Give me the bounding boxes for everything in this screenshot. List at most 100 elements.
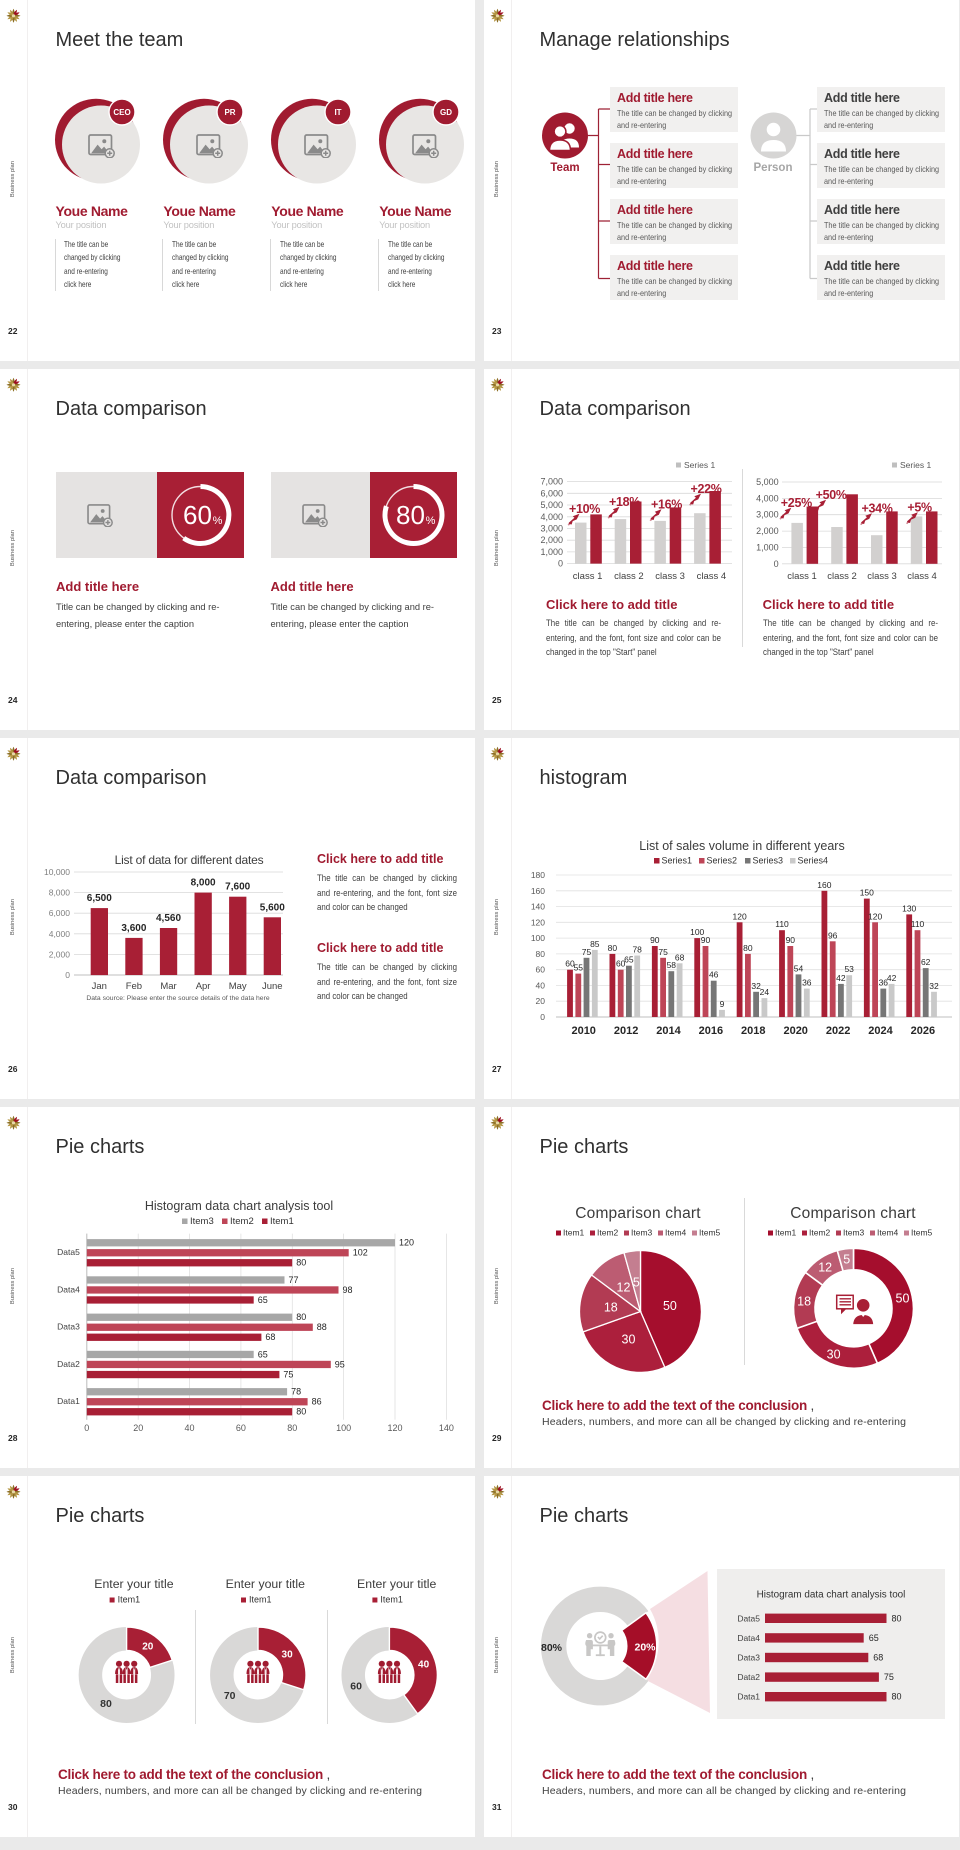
svg-text:80: 80: [608, 943, 618, 953]
svg-text:80: 80: [743, 943, 753, 953]
svg-text:0: 0: [84, 1423, 89, 1433]
svg-text:58: 58: [667, 960, 677, 970]
svg-text:+22%: +22%: [691, 482, 722, 496]
svg-text:1,000: 1,000: [540, 547, 563, 557]
svg-text:100: 100: [690, 927, 704, 937]
svg-text:80: 80: [296, 1312, 306, 1322]
svg-text:0: 0: [65, 970, 70, 980]
svg-text:75: 75: [283, 1370, 293, 1380]
svg-text:60: 60: [236, 1423, 246, 1433]
svg-text:2022: 2022: [826, 1025, 850, 1037]
svg-text:2,000: 2,000: [756, 526, 779, 536]
svg-text:120: 120: [531, 917, 545, 927]
svg-text:78: 78: [291, 1387, 301, 1397]
svg-text:Data1: Data1: [57, 1396, 80, 1406]
svg-text:20: 20: [536, 996, 546, 1006]
svg-text:130: 130: [902, 903, 916, 913]
svg-text:53: 53: [844, 964, 854, 974]
svg-text:Item1: Item1: [249, 1595, 272, 1605]
svg-text:2,000: 2,000: [540, 535, 563, 545]
svg-text:36: 36: [802, 978, 812, 988]
svg-text:Item2: Item2: [597, 1228, 619, 1238]
svg-text:90: 90: [701, 935, 711, 945]
svg-text:18: 18: [797, 1294, 811, 1308]
svg-text:4,000: 4,000: [540, 512, 563, 522]
svg-text:Item3: Item3: [631, 1228, 653, 1238]
svg-text:70: 70: [224, 1690, 236, 1702]
svg-text:2018: 2018: [741, 1025, 765, 1037]
svg-text:Series1: Series1: [662, 856, 693, 866]
svg-text:40: 40: [536, 980, 546, 990]
svg-text:160: 160: [531, 886, 545, 896]
svg-text:+50%: +50%: [816, 488, 847, 502]
svg-text:Item4: Item4: [877, 1228, 899, 1238]
svg-text:2026: 2026: [911, 1025, 935, 1037]
svg-text:+25%: +25%: [781, 496, 812, 510]
svg-text:65: 65: [258, 1349, 268, 1359]
svg-text:Data2: Data2: [737, 1672, 760, 1682]
svg-text:class 4: class 4: [907, 571, 937, 582]
svg-text:Data5: Data5: [57, 1247, 80, 1257]
svg-text:Item1: Item1: [563, 1228, 585, 1238]
svg-text:Series 1: Series 1: [684, 460, 715, 470]
svg-text:Item1: Item1: [380, 1595, 403, 1605]
svg-text:Data3: Data3: [57, 1322, 80, 1332]
svg-text:80: 80: [100, 1698, 112, 1710]
svg-text:Mar: Mar: [160, 981, 176, 992]
svg-text:2,000: 2,000: [49, 949, 71, 959]
svg-text:65: 65: [869, 1633, 879, 1643]
svg-text:May: May: [229, 981, 247, 992]
svg-text:2020: 2020: [783, 1025, 807, 1037]
svg-text:2010: 2010: [571, 1025, 595, 1037]
svg-text:IT: IT: [334, 108, 341, 117]
svg-text:4,560: 4,560: [156, 913, 181, 924]
svg-text:80: 80: [536, 949, 546, 959]
svg-text:5: 5: [633, 1275, 640, 1289]
svg-text:Item2: Item2: [809, 1228, 831, 1238]
svg-text:+18%: +18%: [609, 495, 640, 509]
svg-text:4,000: 4,000: [49, 929, 71, 939]
svg-text:3,600: 3,600: [121, 923, 146, 934]
svg-text:65: 65: [624, 955, 634, 965]
svg-text:50: 50: [663, 1299, 677, 1313]
svg-text:class 1: class 1: [573, 571, 603, 582]
svg-text:120: 120: [387, 1423, 402, 1433]
svg-text:1,000: 1,000: [756, 542, 779, 552]
svg-text:Series 1: Series 1: [900, 460, 931, 470]
svg-text:90: 90: [650, 935, 660, 945]
svg-text:96: 96: [828, 930, 838, 940]
svg-text:68: 68: [675, 952, 685, 962]
svg-text:+10%: +10%: [569, 502, 600, 516]
svg-text:8,000: 8,000: [49, 888, 71, 898]
svg-text:32: 32: [751, 981, 761, 991]
svg-text:Item5: Item5: [699, 1228, 721, 1238]
svg-text:68: 68: [265, 1332, 275, 1342]
svg-text:100: 100: [531, 933, 545, 943]
svg-text:class 3: class 3: [655, 571, 685, 582]
svg-text:80: 80: [892, 1692, 902, 1702]
svg-text:120: 120: [733, 911, 747, 921]
svg-text:+16%: +16%: [651, 498, 682, 512]
svg-text:6,500: 6,500: [87, 893, 112, 904]
svg-text:Item2: Item2: [230, 1216, 254, 1227]
svg-text:60: 60: [565, 959, 575, 969]
svg-text:5,600: 5,600: [260, 902, 285, 913]
svg-text:20%: 20%: [634, 1642, 656, 1654]
svg-text:Item5: Item5: [911, 1228, 933, 1238]
svg-text:32: 32: [929, 981, 939, 991]
svg-text:78: 78: [632, 945, 642, 955]
svg-text:Data2: Data2: [57, 1359, 80, 1369]
svg-text:40: 40: [184, 1423, 194, 1433]
svg-text:%: %: [213, 515, 223, 527]
svg-text:5: 5: [843, 1252, 850, 1266]
svg-text:54: 54: [794, 963, 804, 973]
svg-text:55: 55: [574, 963, 584, 973]
svg-text:68: 68: [873, 1653, 883, 1663]
svg-text:65: 65: [258, 1295, 268, 1305]
svg-text:46: 46: [709, 970, 719, 980]
svg-text:75: 75: [658, 947, 668, 957]
svg-text:7,600: 7,600: [225, 882, 250, 893]
svg-text:110: 110: [775, 919, 789, 929]
svg-text:June: June: [262, 981, 283, 992]
svg-text:+34%: +34%: [862, 502, 893, 516]
